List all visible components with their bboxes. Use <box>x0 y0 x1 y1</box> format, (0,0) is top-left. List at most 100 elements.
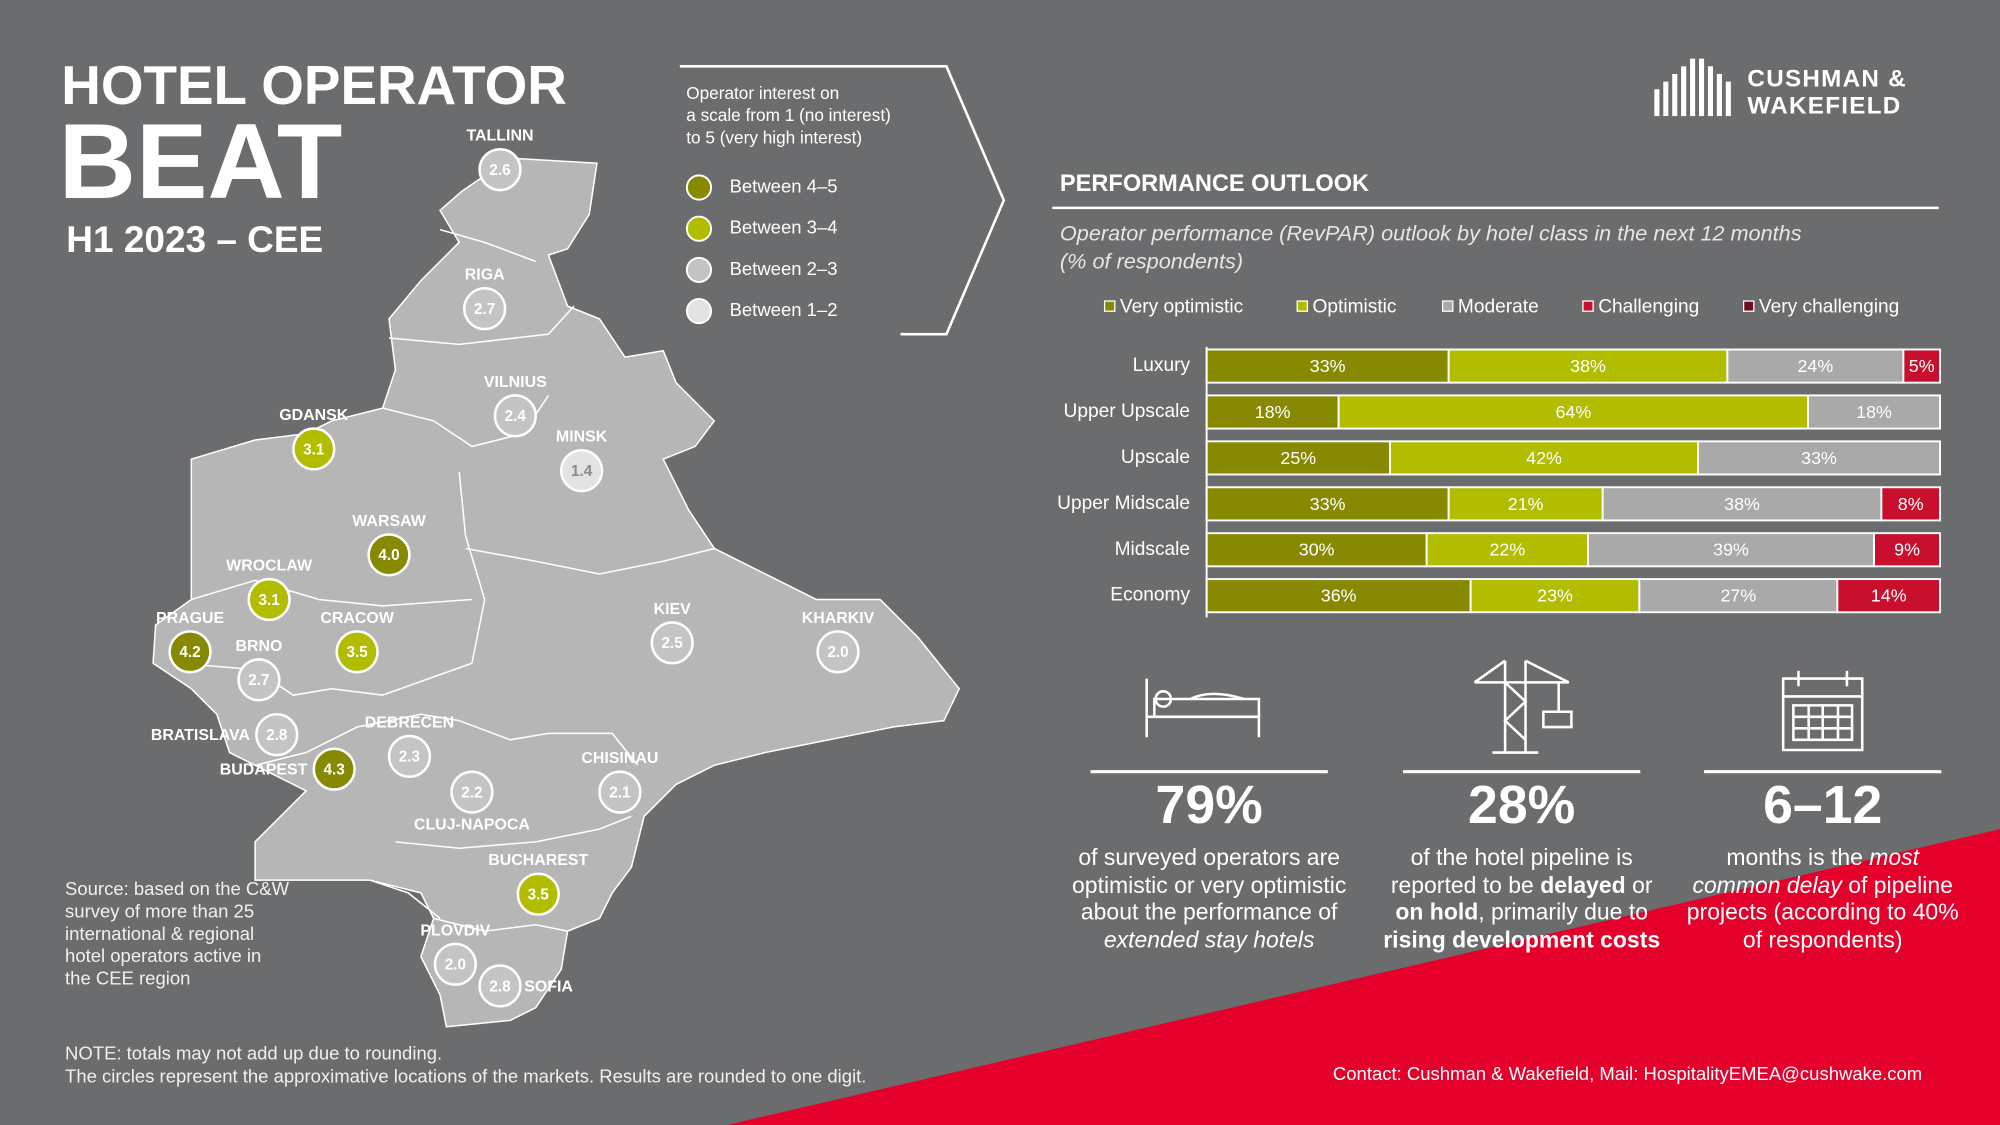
logo-text: WAKEFIELD <box>1747 93 1901 120</box>
bar-segment <box>1205 486 1450 522</box>
market-name: VILNIUS <box>484 374 547 391</box>
market-score: 4.2 <box>179 644 200 661</box>
market-name: BRNO <box>235 638 282 655</box>
category-label: Upper Midscale <box>1057 493 1190 514</box>
source-text: international & regional <box>65 923 254 944</box>
market-circle <box>463 286 507 331</box>
value-label: 42% <box>1526 448 1562 468</box>
title: HOTEL OPERATOR <box>61 54 567 116</box>
source-text: survey of more than 25 <box>65 901 254 922</box>
stat-run: of pipeline projects (according to 40% o… <box>1686 871 1959 953</box>
map <box>152 157 961 1028</box>
chart-subtitle: Operator performance (RevPAR) outlook by… <box>1060 220 1802 245</box>
market-circle <box>816 630 860 674</box>
market-circle <box>237 658 281 702</box>
market-name: WARSAW <box>352 513 426 530</box>
market-circle <box>650 621 694 665</box>
market-name: BUCHAREST <box>488 852 588 869</box>
bar-segment <box>1697 440 1942 476</box>
bar-segment <box>1807 394 1942 430</box>
market-name: GDANSK <box>279 407 349 424</box>
legend-label: Optimistic <box>1313 296 1397 317</box>
value-label: 23% <box>1537 586 1573 606</box>
chart-title: PERFORMANCE OUTLOOK <box>1060 170 1369 196</box>
value-label: 30% <box>1299 540 1335 560</box>
stat-run: months is the <box>1726 844 1870 870</box>
stat-run: on hold <box>1395 899 1479 925</box>
market-name: PRAGUE <box>156 610 224 627</box>
stat-text: months is the most common delay of pipel… <box>1680 844 1966 954</box>
market-score: 2.3 <box>399 749 420 766</box>
subtitle: H1 2023 – CEE <box>66 219 323 260</box>
market-score: 2.6 <box>489 162 510 179</box>
market-name: SOFIA <box>524 978 573 995</box>
market-score: 2.0 <box>445 957 466 974</box>
bar-segment <box>1469 578 1641 614</box>
stat-box: of surveyed operators are optimistic or … <box>1066 844 1352 954</box>
value-label: 14% <box>1871 586 1907 606</box>
market-circle <box>168 630 212 674</box>
stat-text: of the hotel pipeline is reported to be … <box>1379 844 1665 954</box>
legend-frame <box>679 65 1006 336</box>
legend-label: Between 1–2 <box>730 299 838 320</box>
value-label: 8% <box>1898 494 1924 514</box>
market-score: 2.8 <box>489 978 511 995</box>
value-label: 18% <box>1856 402 1892 422</box>
stat-figure: 6–12 <box>1763 776 1882 835</box>
market-name: WROCLAW <box>226 558 313 575</box>
value-label: 39% <box>1713 540 1749 560</box>
legend-swatch <box>685 298 713 325</box>
value-label: 18% <box>1255 402 1291 422</box>
value-label: 33% <box>1310 356 1346 376</box>
logo-mark <box>1654 58 1731 117</box>
market-circle <box>247 577 291 622</box>
value-label: 38% <box>1724 494 1760 514</box>
value-label: 33% <box>1310 494 1346 514</box>
market-name: DEBRECEN <box>365 714 454 731</box>
market-circle <box>312 747 356 791</box>
bar-segment <box>1902 348 1942 384</box>
source-text: the CEE region <box>65 967 190 988</box>
legend-label: Between 2–3 <box>730 258 838 279</box>
stat-box: months is the most common delay of pipel… <box>1680 844 1966 954</box>
legend-intro: to 5 (very high interest) <box>686 128 862 148</box>
market-name: CHISINAU <box>581 750 658 767</box>
note-text: NOTE: totals may not add up due to round… <box>65 1043 442 1064</box>
stat-text: of surveyed operators are optimistic or … <box>1066 844 1352 954</box>
stat-box: of the hotel pipeline is reported to be … <box>1379 844 1665 954</box>
value-label: 21% <box>1508 494 1544 514</box>
category-label: Midscale <box>1115 539 1190 560</box>
market-score: 2.7 <box>248 672 269 689</box>
market-circle <box>450 770 494 814</box>
market-circle <box>478 147 522 192</box>
value-label: 27% <box>1721 586 1757 606</box>
stat-run: extended stay hotels <box>1103 926 1315 953</box>
legend-swatch <box>1441 300 1454 312</box>
market-circle <box>493 394 537 438</box>
bar-segment <box>1880 486 1942 522</box>
crane-icon <box>1473 659 1573 754</box>
bar-segment <box>1205 578 1472 614</box>
bar-segment <box>1205 440 1391 476</box>
market-score: 4.3 <box>324 761 345 778</box>
bar-segment <box>1337 394 1809 430</box>
title-large: BEAT <box>59 101 343 221</box>
legend-label: Very challenging <box>1759 296 1899 317</box>
map-shape <box>152 157 961 1028</box>
value-label: 5% <box>1909 356 1935 376</box>
stat-run: rising development costs <box>1383 926 1661 953</box>
bar-segment <box>1447 486 1604 522</box>
market-score: 2.1 <box>609 784 631 801</box>
stat-figure: 79% <box>1156 776 1263 835</box>
source-text: Source: based on the C&W <box>65 878 290 899</box>
value-label: 22% <box>1489 540 1525 560</box>
market-circle <box>255 713 299 757</box>
market-score: 3.1 <box>258 592 280 609</box>
bed-icon <box>1145 678 1261 738</box>
legend-swatch <box>685 215 713 242</box>
market-score: 2.2 <box>461 784 482 801</box>
bar-segment <box>1389 440 1699 476</box>
source-text: hotel operators active in <box>65 945 261 966</box>
note-text: The circles represent the approximative … <box>65 1066 866 1087</box>
legend-label: Very optimistic <box>1120 296 1244 317</box>
